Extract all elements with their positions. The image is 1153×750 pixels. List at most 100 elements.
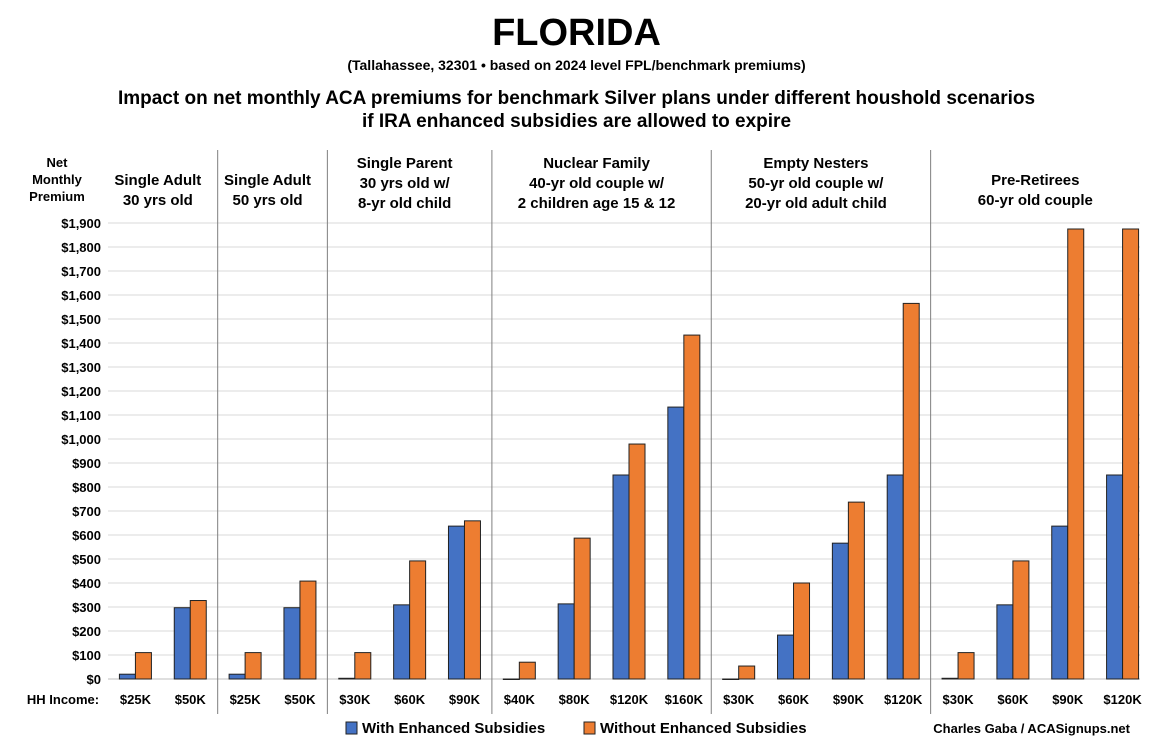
y-tick-label: $900 <box>72 456 101 471</box>
y-axis-label: Premium <box>29 189 85 204</box>
group-label: 50 yrs old <box>233 192 303 209</box>
legend-swatch-with <box>345 721 358 735</box>
y-tick-label: $700 <box>72 504 101 519</box>
x-tick-label: $160K <box>665 692 704 707</box>
bar-without-subsidies <box>189 600 207 680</box>
bar-with-subsidies <box>941 677 959 680</box>
x-tick-label: $60K <box>394 692 426 707</box>
group-label: 30 yrs old w/ <box>360 175 451 192</box>
x-tick-label: $30K <box>943 692 975 707</box>
bar-without-subsidies <box>847 501 865 680</box>
bar-without-subsidies <box>463 520 481 680</box>
bar-without-subsidies <box>957 652 975 680</box>
group-label: Single Parent <box>357 155 453 172</box>
y-tick-label: $500 <box>72 552 101 567</box>
group-label: Single Adult <box>114 172 201 189</box>
bar-without-subsidies <box>1067 228 1085 680</box>
bar-without-subsidies <box>409 560 427 680</box>
bar-without-subsidies <box>573 537 591 680</box>
y-tick-label: $1,600 <box>61 288 101 303</box>
group-label: Empty Nesters <box>763 155 868 172</box>
bar-with-subsidies <box>228 673 246 680</box>
bar-without-subsidies <box>354 652 372 680</box>
x-tick-label: $60K <box>778 692 810 707</box>
bar-without-subsidies <box>299 580 317 680</box>
bar-without-subsidies <box>134 652 152 680</box>
y-tick-label: $400 <box>72 576 101 591</box>
credit: Charles Gaba / ACASignups.net <box>933 721 1130 736</box>
y-tick-label: $1,900 <box>61 216 101 231</box>
bar-with-subsidies <box>612 474 630 680</box>
x-tick-label: $40K <box>504 692 536 707</box>
group-label: Single Adult <box>224 172 311 189</box>
bar-without-subsidies <box>793 582 811 680</box>
chart-subtitle: (Tallahassee, 32301 • based on 2024 leve… <box>347 57 806 73</box>
bar-with-subsidies <box>393 604 411 680</box>
x-tick-label: $120K <box>884 692 923 707</box>
legend-label-without: Without Enhanced Subsidies <box>600 720 807 737</box>
x-tick-label: $60K <box>997 692 1029 707</box>
y-tick-label: $1,400 <box>61 336 101 351</box>
bar-without-subsidies <box>1122 228 1140 680</box>
bar-with-subsidies <box>722 678 740 680</box>
x-tick-label: $25K <box>120 692 152 707</box>
group-label: 30 yrs old <box>123 192 193 209</box>
bar-with-subsidies <box>777 634 795 680</box>
chart-heading-2: if IRA enhanced subsidies are allowed to… <box>361 111 792 132</box>
bar-with-subsidies <box>338 677 356 680</box>
y-tick-label: $1,100 <box>61 408 101 423</box>
bar-with-subsidies <box>173 607 191 680</box>
y-tick-label: $600 <box>72 528 101 543</box>
bar-without-subsidies <box>902 302 920 680</box>
bar-with-subsidies <box>118 673 136 680</box>
bar-with-subsidies <box>1051 525 1069 680</box>
bar-with-subsidies <box>886 474 904 680</box>
y-tick-label: $1,200 <box>61 384 101 399</box>
x-tick-label: $25K <box>230 692 262 707</box>
group-label: Pre-Retirees <box>991 172 1079 189</box>
y-tick-label: $300 <box>72 600 101 615</box>
legend-swatch-without <box>583 721 596 735</box>
group-label: 50-yr old couple w/ <box>748 175 884 192</box>
y-axis-label: Net <box>47 155 69 170</box>
y-tick-label: $1,000 <box>61 432 101 447</box>
y-tick-label: $1,500 <box>61 312 101 327</box>
bar-without-subsidies <box>518 661 536 680</box>
chart-heading-1: Impact on net monthly ACA premiums for b… <box>117 88 1036 109</box>
x-tick-label: $50K <box>284 692 316 707</box>
bar-without-subsidies <box>628 443 646 680</box>
bar-without-subsidies <box>683 334 701 680</box>
bar-with-subsidies <box>447 525 465 680</box>
x-tick-label: $90K <box>449 692 481 707</box>
group-label: 2 children age 15 & 12 <box>518 195 676 212</box>
y-axis-label: Monthly <box>32 172 83 187</box>
bar-with-subsidies <box>502 678 520 680</box>
x-tick-label: $120K <box>610 692 649 707</box>
bar-without-subsidies <box>738 665 756 680</box>
bar-with-subsidies <box>1106 474 1124 680</box>
y-tick-label: $1,700 <box>61 264 101 279</box>
group-label: 60-yr old couple <box>978 192 1093 209</box>
legend-label-with: With Enhanced Subsidies <box>362 720 545 737</box>
y-tick-label: $1,300 <box>61 360 101 375</box>
group-label: Nuclear Family <box>543 155 650 172</box>
group-label: 20-yr old adult child <box>745 195 887 212</box>
bar-with-subsidies <box>283 607 301 680</box>
x-tick-label: $50K <box>175 692 207 707</box>
y-tick-label: $100 <box>72 648 101 663</box>
y-tick-label: $200 <box>72 624 101 639</box>
y-tick-label: $0 <box>87 672 101 687</box>
x-axis-label: HH Income: <box>27 692 99 707</box>
y-tick-label: $1,800 <box>61 240 101 255</box>
group-label: 8-yr old child <box>358 195 451 212</box>
x-tick-label: $30K <box>723 692 755 707</box>
bar-with-subsidies <box>831 542 849 680</box>
x-tick-label: $30K <box>339 692 371 707</box>
x-tick-label: $90K <box>833 692 865 707</box>
x-tick-label: $90K <box>1052 692 1084 707</box>
bar-with-subsidies <box>667 406 685 680</box>
chart-title: FLORIDA <box>492 12 661 54</box>
bar-without-subsidies <box>1012 560 1030 680</box>
